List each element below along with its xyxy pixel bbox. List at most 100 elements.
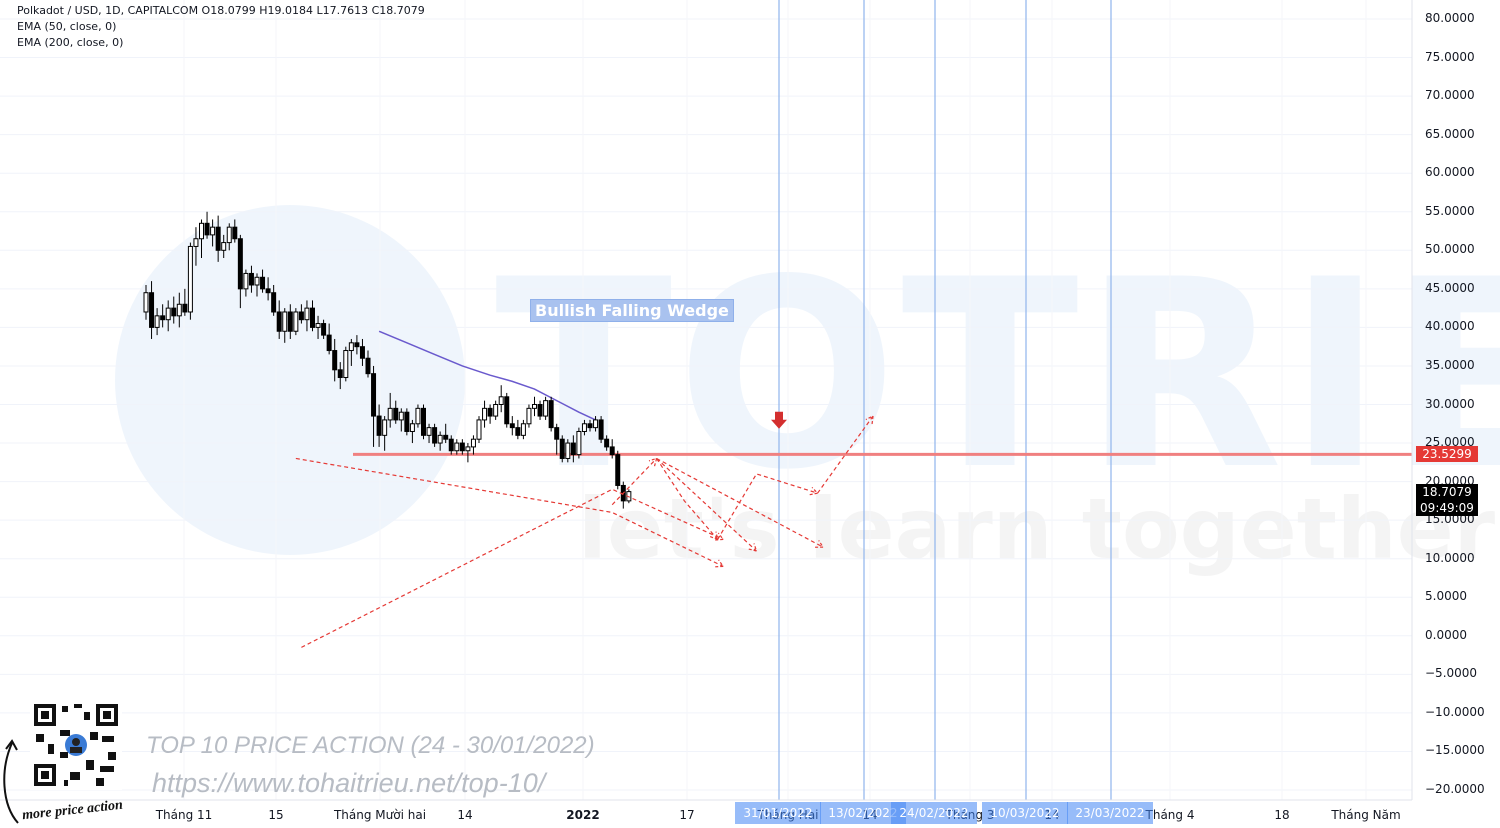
candle-body xyxy=(376,415,382,436)
candle xyxy=(576,427,582,459)
time-axis-label: Tháng 11 xyxy=(155,808,213,822)
candle xyxy=(465,443,471,463)
candle-body xyxy=(604,438,610,448)
ema-50-line xyxy=(378,330,596,421)
candle xyxy=(221,234,227,259)
candle-body xyxy=(182,303,188,313)
projection-line xyxy=(295,457,724,567)
candle xyxy=(609,439,615,459)
grid xyxy=(0,18,1412,791)
price-axis-label: 60.0000 xyxy=(1425,165,1475,180)
brand-logo-circle xyxy=(115,205,465,555)
candle xyxy=(160,304,166,328)
candle xyxy=(376,404,382,447)
candle-body xyxy=(326,334,332,352)
curved-arrow-icon xyxy=(3,739,19,824)
candle-body xyxy=(171,307,177,317)
candle-body xyxy=(565,442,571,459)
candle-body xyxy=(543,400,549,417)
candle-body xyxy=(482,407,488,421)
candle xyxy=(509,416,515,436)
candle-body xyxy=(570,442,576,456)
candle-body xyxy=(476,419,482,440)
candle-body xyxy=(271,292,277,313)
symbol-legend: Polkadot / USD, 1D, CAPITALCOM O18.0799 … xyxy=(17,4,425,17)
candle-body xyxy=(276,311,282,332)
candle xyxy=(559,435,565,463)
candle xyxy=(443,423,449,444)
time-axis-label: 17 xyxy=(679,808,695,822)
candle-body xyxy=(387,407,393,421)
projection-arrowhead xyxy=(715,532,725,541)
ema200-legend[interactable]: EMA (200, close, 0) xyxy=(17,36,124,49)
brand-logo-shape xyxy=(115,205,465,555)
price-axis-label: 5.0000 xyxy=(1425,589,1467,604)
candle xyxy=(437,431,443,451)
time-axis-label: 15 xyxy=(268,808,284,822)
price-axis-label: −15.0000 xyxy=(1425,743,1485,758)
projection-arrowhead xyxy=(715,559,725,568)
price-axis-label: −5.0000 xyxy=(1425,666,1478,681)
candle-body xyxy=(487,407,493,417)
candle-body xyxy=(576,430,582,456)
candle-body xyxy=(398,411,404,421)
candle-body xyxy=(393,407,399,421)
time-axis-label: Tháng Năm xyxy=(1331,808,1401,822)
candle-body xyxy=(559,438,565,459)
candle xyxy=(282,308,288,343)
candle-body xyxy=(520,423,526,436)
price-axis-label: 25.0000 xyxy=(1425,435,1475,450)
candle-body xyxy=(448,438,454,452)
candle-body xyxy=(454,442,460,452)
candle-body xyxy=(293,311,299,332)
price-axis-label: 45.0000 xyxy=(1425,280,1475,295)
candle-body xyxy=(221,242,227,251)
candle xyxy=(532,396,537,417)
candle-body xyxy=(226,226,232,244)
candle xyxy=(304,300,310,332)
candle xyxy=(365,350,371,378)
candle-body xyxy=(465,446,471,452)
candle xyxy=(415,404,421,428)
candle-body xyxy=(160,315,166,321)
candle-body xyxy=(215,226,221,251)
candle xyxy=(187,242,193,320)
candle xyxy=(620,481,626,509)
projection-lines xyxy=(295,415,874,648)
candle xyxy=(548,396,554,432)
candle-body xyxy=(315,323,321,328)
candle xyxy=(182,288,188,316)
candle xyxy=(554,423,560,455)
candle xyxy=(204,211,210,239)
candle-body xyxy=(470,438,476,448)
candle xyxy=(165,300,171,332)
current-price-tag: 18.7079 09:49:09 xyxy=(1416,484,1478,516)
candle-body xyxy=(143,292,149,313)
price-axis-label: 55.0000 xyxy=(1425,203,1475,218)
current-price: 18.7079 xyxy=(1422,485,1472,499)
candle xyxy=(387,392,393,428)
candle-body xyxy=(509,423,515,429)
ema50-legend[interactable]: EMA (50, close, 0) xyxy=(17,20,117,33)
candle xyxy=(171,296,177,324)
candle-body xyxy=(443,434,449,440)
candle xyxy=(271,284,277,316)
promo-url[interactable]: https://www.tohaitrieu.net/top-10/ xyxy=(152,768,546,798)
candle xyxy=(615,450,621,490)
date-marker-box: 13/02/2022 xyxy=(820,802,906,824)
candle-body xyxy=(193,238,199,247)
candle xyxy=(215,215,221,262)
price-axis-label: 40.0000 xyxy=(1425,319,1475,334)
candle-body xyxy=(154,315,160,328)
candle xyxy=(454,439,460,455)
candle-body xyxy=(459,442,465,452)
price-axis-label: −10.0000 xyxy=(1425,704,1485,719)
candle-body xyxy=(409,423,415,432)
candle-body xyxy=(304,307,310,321)
pattern-label: Bullish Falling Wedge xyxy=(530,299,734,322)
drop-arrow xyxy=(771,411,787,429)
candle xyxy=(210,219,216,247)
candle xyxy=(199,219,204,259)
candle-body xyxy=(359,346,365,359)
